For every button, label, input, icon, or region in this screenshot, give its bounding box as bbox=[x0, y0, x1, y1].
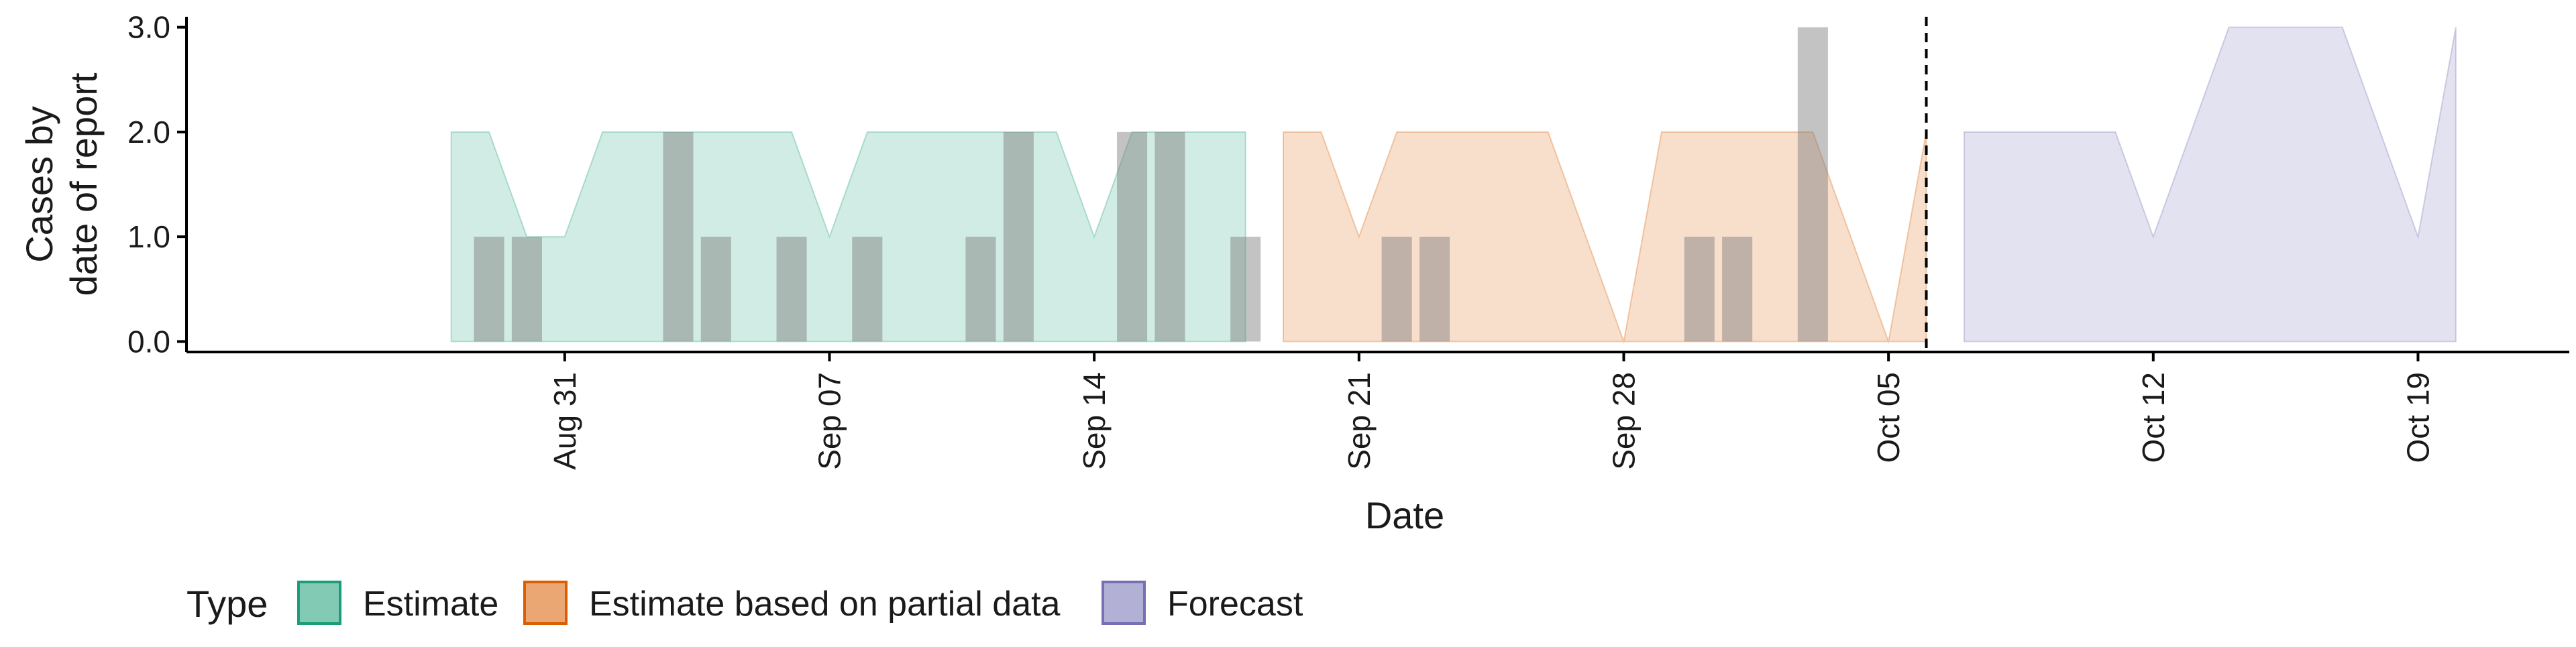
case-bar-11 bbox=[1381, 237, 1412, 342]
legend-label-0: Estimate bbox=[363, 585, 498, 624]
case-bar-8 bbox=[1117, 131, 1148, 342]
y-tick-label-2: 2.0 bbox=[127, 115, 170, 150]
case-bar-12 bbox=[1419, 237, 1450, 342]
y-axis-title-line-0: Cases by bbox=[18, 106, 60, 262]
case-bar-2 bbox=[663, 131, 694, 342]
y-tick-label-1: 1.0 bbox=[127, 219, 170, 254]
y-tick-label-0: 0.0 bbox=[127, 324, 170, 359]
x-tick-label-1: Sep 07 bbox=[812, 372, 847, 470]
legend: Type Estimate Estimate based on partial da… bbox=[186, 581, 1303, 625]
legend-label-1: Estimate based on partial data bbox=[589, 585, 1061, 624]
case-bar-3 bbox=[700, 237, 731, 342]
legend-title: Type bbox=[186, 583, 268, 625]
x-tick-label-3: Sep 21 bbox=[1342, 372, 1377, 470]
x-tick-label-0: Aug 31 bbox=[547, 372, 582, 470]
area-series-0 bbox=[450, 131, 1246, 343]
case-bar-9 bbox=[1155, 131, 1185, 342]
case-bar-14 bbox=[1722, 237, 1753, 342]
case-bar-10 bbox=[1230, 237, 1261, 342]
x-tick-label-5: Oct 05 bbox=[1871, 372, 1906, 463]
case-bar-5 bbox=[852, 237, 883, 342]
area-series-2 bbox=[1963, 26, 2457, 343]
case-bar-15 bbox=[1797, 27, 1828, 342]
case-bar-7 bbox=[1003, 131, 1034, 342]
x-axis-title: Date bbox=[1365, 494, 1444, 536]
case-bar-0 bbox=[474, 237, 504, 342]
reported-case-bars bbox=[474, 27, 1828, 342]
legend-label-2: Forecast bbox=[1167, 585, 1303, 624]
y-axis-title: Cases bydate of report bbox=[18, 72, 105, 296]
case-bar-1 bbox=[511, 237, 542, 342]
estimate-areas bbox=[450, 26, 2457, 345]
y-axis-title-line-1: date of report bbox=[62, 72, 105, 296]
case-bar-4 bbox=[776, 237, 807, 342]
legend-key-1 bbox=[523, 581, 568, 625]
area-series-1 bbox=[1283, 131, 1927, 345]
case-bar-13 bbox=[1684, 237, 1715, 342]
x-tick-label-2: Sep 14 bbox=[1077, 372, 1112, 470]
legend-key-2 bbox=[1102, 581, 1146, 625]
axes: 0.0 1.0 2.0 3.0 Aug 31 Sep 07 Sep 14 Sep 21 Sep … bbox=[18, 10, 2569, 536]
x-tick-label-7: Oct 19 bbox=[2400, 372, 2435, 463]
legend-key-0 bbox=[297, 581, 341, 625]
x-tick-label-4: Sep 28 bbox=[1606, 372, 1641, 470]
x-tick-label-6: Oct 12 bbox=[2136, 372, 2171, 463]
case-bar-6 bbox=[965, 237, 996, 342]
y-tick-label-3: 3.0 bbox=[127, 10, 170, 45]
